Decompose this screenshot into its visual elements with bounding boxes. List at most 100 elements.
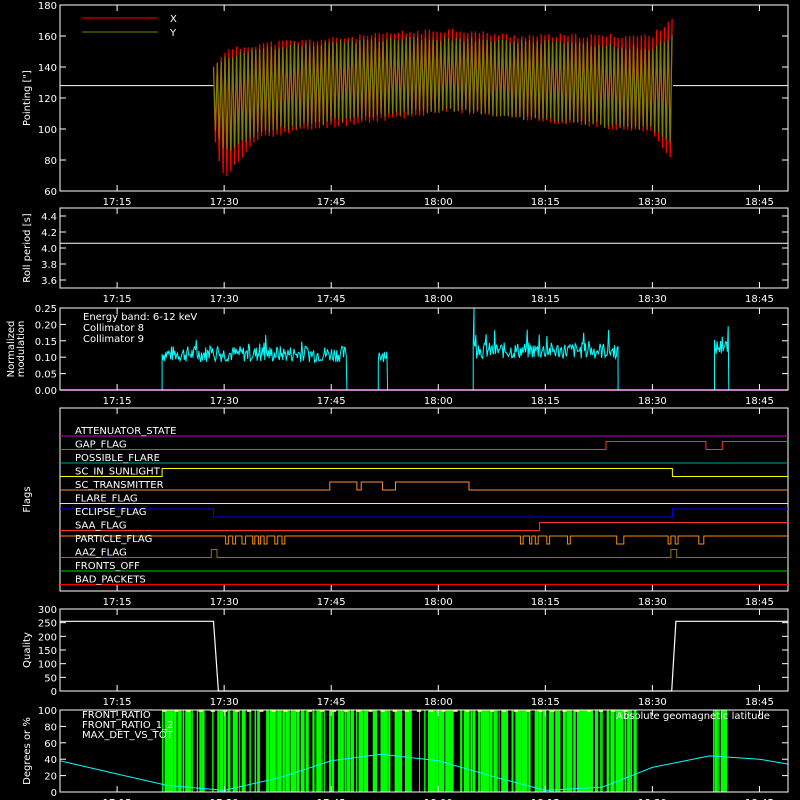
quality-xtick-label: 18:30 — [638, 697, 667, 708]
front-ratio-bar — [203, 710, 205, 792]
front-ratio-bar — [380, 710, 383, 792]
front-ratio-bar — [277, 710, 280, 792]
modulation-xtick-label: 18:00 — [424, 396, 453, 407]
modulation-xtick-label: 17:15 — [103, 396, 132, 407]
modulation-xtick-label: 18:30 — [638, 396, 667, 407]
front-ratio-bar — [461, 710, 463, 792]
pointing-ytick-label: 60 — [44, 187, 57, 198]
pointing-xtick-label: 18:15 — [531, 197, 560, 208]
pointing-legend-label: Y — [169, 28, 177, 39]
flag-label: SAA_FLAG — [75, 521, 126, 532]
bottom-ytick-label: 0 — [51, 788, 57, 799]
flags-ylabel: Flags — [22, 486, 33, 512]
front-ratio-bar — [488, 710, 490, 792]
roll-xtick-label: 18:15 — [531, 294, 560, 305]
front-ratio-bar — [345, 710, 347, 792]
front-ratio-bar — [489, 710, 493, 792]
flags-xtick-label: 17:45 — [317, 597, 346, 608]
quality-ytick-label: 250 — [38, 619, 57, 630]
front-ratio-bar — [190, 710, 192, 792]
front-ratio-bar — [566, 710, 569, 792]
front-ratio-bar — [551, 710, 554, 792]
front-ratio-bar — [435, 710, 439, 792]
flag-label: ECLIPSE_FLAG — [75, 507, 146, 518]
front-ratio-bar — [629, 710, 631, 792]
front-ratio-bar — [471, 710, 473, 792]
front-ratio-bar — [481, 710, 483, 792]
front-ratio-bar — [361, 710, 364, 792]
front-ratio-bar — [535, 710, 539, 792]
front-ratio-bar — [472, 710, 476, 792]
front-ratio-bar — [410, 710, 412, 792]
quality-line — [60, 620, 788, 692]
front-ratio-bar — [273, 710, 276, 792]
flag-label: BAD_PACKETS — [75, 575, 146, 586]
front-ratio-bar — [606, 710, 610, 792]
front-ratio-bar — [271, 710, 273, 792]
front-ratio-bar — [498, 710, 500, 792]
front-ratio-bar — [543, 710, 547, 792]
front-ratio-bar — [177, 710, 179, 792]
front-ratio-bar — [388, 710, 391, 792]
front-ratio-bar — [164, 710, 168, 792]
roll-xtick-label: 18:30 — [638, 294, 667, 305]
front-ratio-bar — [287, 710, 290, 792]
pointing-series-y — [212, 35, 673, 151]
modulation-ytick-label: 0.15 — [35, 337, 57, 348]
front-ratio-bar — [628, 710, 631, 792]
front-ratio-bar — [321, 710, 323, 792]
front-ratio-bar — [584, 710, 588, 792]
roll-ytick-label: 4.2 — [41, 228, 57, 239]
front-ratio-bar — [341, 710, 344, 792]
bottom-xtick-label: 18:30 — [638, 798, 667, 800]
front-ratio-bar — [431, 710, 436, 792]
front-ratio-bar — [167, 710, 169, 792]
front-ratio-bar — [470, 710, 473, 792]
bottom-ytick-label: 80 — [44, 722, 57, 733]
front-ratio-bar — [555, 710, 559, 792]
modulation-legend-label: Collimator 8 — [83, 323, 144, 334]
front-ratio-bar — [348, 710, 351, 792]
front-ratio-bar — [329, 710, 332, 792]
front-ratio-bar — [448, 710, 452, 792]
front-ratio-bar — [305, 710, 309, 792]
quality-ytick-label: 50 — [44, 673, 57, 684]
front-ratio-bar — [275, 710, 277, 792]
roll-xtick-label: 17:15 — [103, 294, 132, 305]
front-ratio-bar — [221, 710, 224, 792]
front-ratio-bar — [577, 710, 579, 792]
flag-line-sc-transmitter — [60, 481, 788, 491]
flag-label: AAZ_FLAG — [75, 548, 127, 559]
roll-xtick-label: 17:45 — [317, 294, 346, 305]
front-ratio-bar — [621, 710, 623, 792]
front-ratio-bar — [281, 710, 283, 792]
roll-ytick-label: 3.8 — [41, 260, 57, 271]
front-ratio-bar — [716, 710, 718, 792]
front-ratio-bar — [282, 710, 285, 792]
front-ratio-bar — [436, 710, 439, 792]
pointing-ytick-label: 180 — [38, 1, 57, 12]
front-ratio-bar — [276, 710, 278, 792]
front-ratio-bar — [223, 710, 227, 792]
flag-label: ATTENUATOR_STATE — [75, 426, 176, 437]
front-ratio-bar — [573, 710, 576, 792]
front-ratio-bar — [217, 710, 220, 792]
collimator8-segment — [472, 307, 619, 391]
flags-xtick-label: 18:45 — [745, 597, 774, 608]
front-ratio-bar — [630, 710, 633, 792]
front-ratio-bar — [406, 710, 409, 792]
front-ratio-bar — [196, 710, 198, 792]
front-ratio-bar — [171, 710, 174, 792]
front-ratio-bar — [591, 710, 593, 792]
front-ratio-bar — [339, 710, 341, 792]
front-ratio-bar — [323, 710, 325, 792]
front-ratio-bar — [427, 710, 430, 792]
bottom-xtick-label: 17:45 — [317, 798, 346, 800]
front-ratio-bar — [524, 710, 526, 792]
front-ratio-bar — [278, 710, 282, 792]
front-ratio-bar — [439, 710, 442, 792]
bottom-xtick-label: 18:00 — [424, 798, 453, 800]
front-ratio-bar — [424, 710, 426, 792]
pointing-xtick-label: 18:30 — [638, 197, 667, 208]
pointing-xtick-label: 17:15 — [103, 197, 132, 208]
